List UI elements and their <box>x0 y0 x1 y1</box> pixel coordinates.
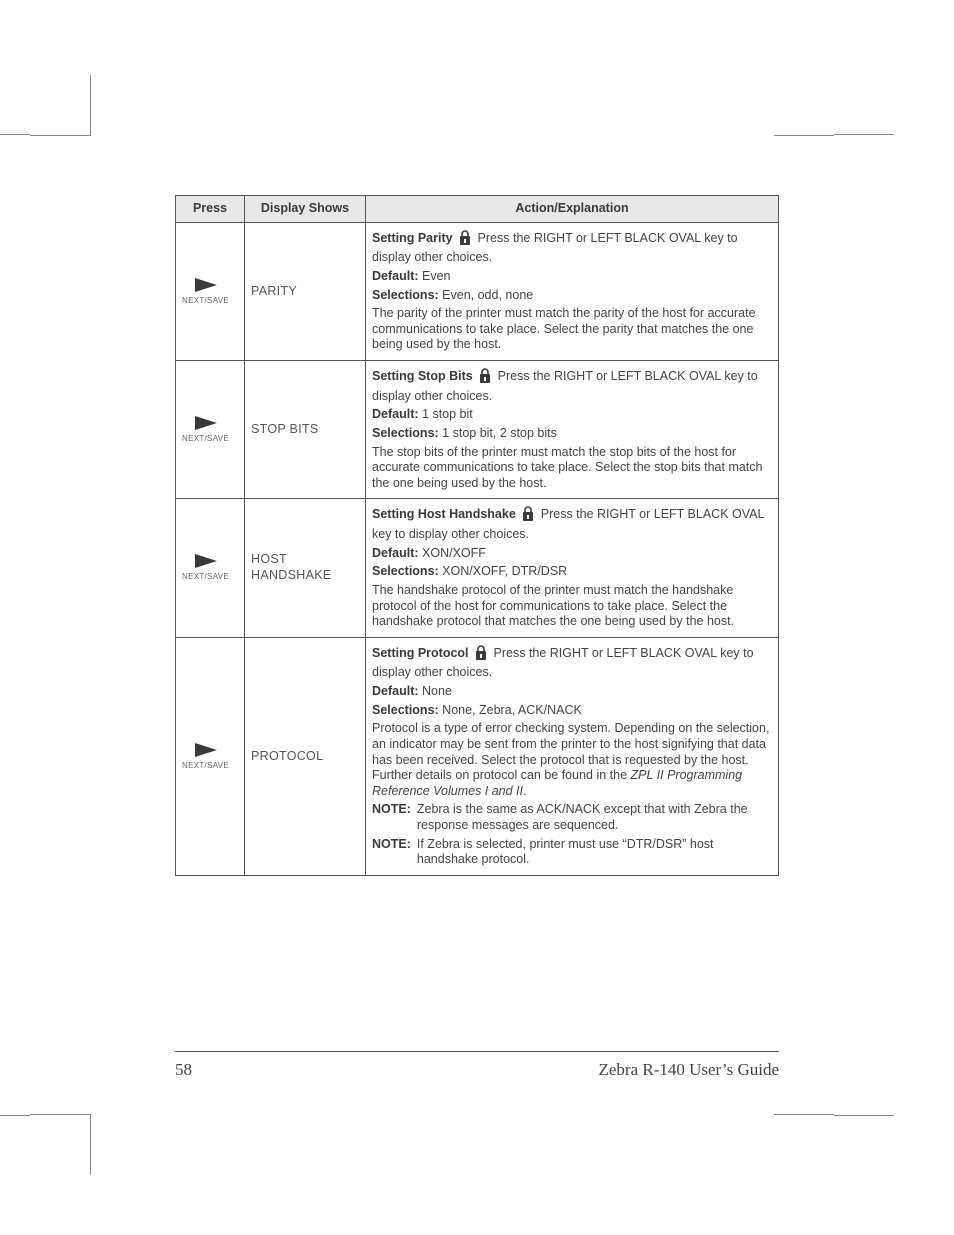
setting-body: The handshake protocol of the printer mu… <box>372 583 772 630</box>
selections-value: 1 stop bit, 2 stop bits <box>442 426 557 440</box>
default-value: 1 stop bit <box>422 407 473 421</box>
display-cell: PROTOCOL <box>245 637 366 875</box>
setting-body: The stop bits of the printer must match … <box>372 445 772 492</box>
default-label: Default: <box>372 546 419 560</box>
lock-icon <box>458 230 472 251</box>
table-row: NEXT/SAVE PARITY Setting Parity Press th… <box>176 222 779 360</box>
crop-mark-br <box>774 1114 834 1175</box>
page-number: 58 <box>175 1060 192 1080</box>
default-label: Default: <box>372 684 419 698</box>
table-header-row: Press Display Shows Action/Explanation <box>176 196 779 223</box>
display-cell: PARITY <box>245 222 366 360</box>
settings-table: Press Display Shows Action/Explanation N… <box>175 195 779 876</box>
header-action: Action/Explanation <box>366 196 779 223</box>
default-value: XON/XOFF <box>422 546 486 560</box>
action-cell: Setting Protocol Press the RIGHT or LEFT… <box>366 637 779 875</box>
note-row: NOTE: Zebra is the same as ACK/NACK exce… <box>372 802 772 833</box>
crop-mark-tl <box>30 75 91 136</box>
default-label: Default: <box>372 407 419 421</box>
next-save-button-icon: NEXT/SAVE <box>182 414 229 444</box>
display-cell: STOP BITS <box>245 361 366 499</box>
setting-title: Setting Protocol <box>372 646 469 660</box>
header-press: Press <box>176 196 245 223</box>
selections-label: Selections: <box>372 703 439 717</box>
press-cell: NEXT/SAVE <box>176 637 245 875</box>
display-cell: HOST HANDSHAKE <box>245 499 366 637</box>
next-save-button-icon: NEXT/SAVE <box>182 552 229 582</box>
press-cell: NEXT/SAVE <box>176 222 245 360</box>
note-text: If Zebra is selected, printer must use “… <box>417 837 772 868</box>
action-cell: Setting Stop Bits Press the RIGHT or LEF… <box>366 361 779 499</box>
action-cell: Setting Parity Press the RIGHT or LEFT B… <box>366 222 779 360</box>
setting-title: Setting Host Handshake <box>372 507 516 521</box>
table-row: NEXT/SAVE PROTOCOL Setting Protocol Pres… <box>176 637 779 875</box>
setting-body: The parity of the printer must match the… <box>372 306 772 353</box>
press-cell: NEXT/SAVE <box>176 361 245 499</box>
lock-icon <box>478 368 492 389</box>
crop-mark-tr <box>774 75 834 136</box>
note-label: NOTE: <box>372 837 411 868</box>
next-save-label: NEXT/SAVE <box>182 761 229 771</box>
next-save-label: NEXT/SAVE <box>182 434 229 444</box>
note-row: NOTE: If Zebra is selected, printer must… <box>372 837 772 868</box>
default-value: Even <box>422 269 451 283</box>
lock-icon <box>474 645 488 666</box>
default-label: Default: <box>372 269 419 283</box>
selections-value: XON/XOFF, DTR/DSR <box>442 564 567 578</box>
note-label: NOTE: <box>372 802 411 833</box>
selections-label: Selections: <box>372 426 439 440</box>
setting-body: Protocol is a type of error checking sys… <box>372 721 772 799</box>
note-text: Zebra is the same as ACK/NACK except tha… <box>417 802 772 833</box>
setting-title: Setting Stop Bits <box>372 369 473 383</box>
table-row: NEXT/SAVE STOP BITS Setting Stop Bits Pr… <box>176 361 779 499</box>
next-save-label: NEXT/SAVE <box>182 572 229 582</box>
default-value: None <box>422 684 452 698</box>
selections-label: Selections: <box>372 288 439 302</box>
press-cell: NEXT/SAVE <box>176 499 245 637</box>
table-row: NEXT/SAVE HOST HANDSHAKE Setting Host Ha… <box>176 499 779 637</box>
crop-mark-bl <box>30 1114 91 1175</box>
next-save-button-icon: NEXT/SAVE <box>182 276 229 306</box>
action-cell: Setting Host Handshake Press the RIGHT o… <box>366 499 779 637</box>
selections-value: None, Zebra, ACK/NACK <box>442 703 582 717</box>
selections-value: Even, odd, none <box>442 288 533 302</box>
setting-title: Setting Parity <box>372 231 453 245</box>
selections-label: Selections: <box>372 564 439 578</box>
next-save-label: NEXT/SAVE <box>182 296 229 306</box>
page-footer: 58 Zebra R-140 User’s Guide <box>175 1051 779 1080</box>
document-title: Zebra R-140 User’s Guide <box>598 1060 779 1080</box>
header-display: Display Shows <box>245 196 366 223</box>
page: Press Display Shows Action/Explanation N… <box>0 0 954 1235</box>
lock-icon <box>521 506 535 527</box>
next-save-button-icon: NEXT/SAVE <box>182 741 229 771</box>
